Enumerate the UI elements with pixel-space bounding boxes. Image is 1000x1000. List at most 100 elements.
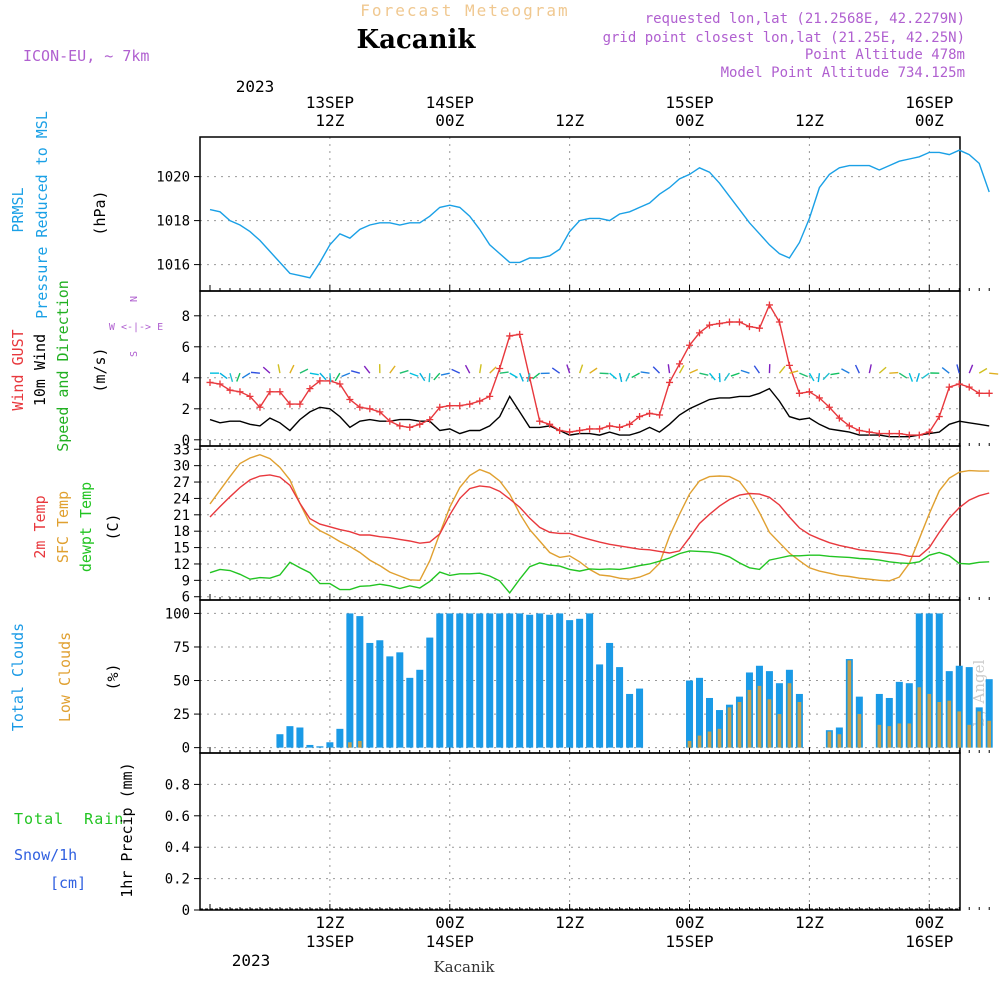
wind-gust-label: Wind GUST [9,329,27,410]
gust-marker [446,402,454,410]
compass-n: N [129,296,140,302]
dewpt-line [209,550,990,595]
gust-marker [226,386,234,394]
low-cloud-bar [358,740,362,748]
gust-marker [965,383,973,391]
gust-marker [516,330,524,338]
precip-axis-label: 1hr Precip (mm) [118,762,136,897]
panel-frame [199,136,961,292]
gust-marker [376,408,384,416]
gust-marker [955,380,963,388]
time-axis-labels: 12Z12Z13SEP13SEP00Z00Z14SEP14SEP12Z12Z00… [306,93,954,951]
low-cloud-bar [877,724,882,748]
wind-direction-arrow [309,372,319,376]
low-cloud-bar [767,699,772,748]
y-tick-label: 0.4 [165,840,190,856]
bottom-location-label: Kacanik [433,958,495,976]
gust-marker [656,411,664,419]
gust-marker [246,392,254,400]
total-cloud-bar [436,613,444,748]
wind-direction-arrow [618,372,623,383]
low-cloud-bar [947,700,952,748]
bottom-time-label: 12Z [555,913,584,932]
wind-unit: (m/s) [91,347,109,392]
total-cloud-bar [316,746,324,748]
bottom-time-label: 12Z [795,913,824,932]
gust-marker [845,422,853,430]
low-cloud-bar [837,734,842,748]
total-cloud-bar [356,616,364,748]
wind-direction-arrow [730,372,740,377]
point-altitude: Point Altitude 478m [805,47,965,63]
wind-direction-arrow [419,372,426,382]
bottom-time-label: 00Z [915,913,944,932]
total-cloud-bar [965,667,973,748]
wind-direction-arrow [956,364,960,374]
gust-marker [735,318,743,326]
gust-marker [636,413,644,421]
gust-marker [885,430,893,438]
gust-marker [436,403,444,411]
y-tick-label: 27 [173,475,190,491]
bottom-time-label: 00Z [675,913,704,932]
sfc-temp-line [209,453,990,582]
wind-direction-arrow [678,364,685,374]
y-tick-label: 18 [173,524,190,540]
wind-direction-arrow [551,367,561,374]
y-tick-label: 100 [165,606,190,622]
wind-direction-arrow [334,372,341,382]
low-cloud-bar [927,693,932,748]
gust-marker [426,416,434,424]
gust-marker [506,332,514,340]
total-cloud-bar [576,618,584,748]
total-cloud-bar [636,688,644,748]
low-cloud-bar [917,687,922,748]
total-cloud-bar [955,665,963,748]
total-cloud-bar [326,742,334,748]
y-tick-label: 9 [182,573,190,589]
gust-marker [586,425,594,433]
wind-direction-arrow [889,371,899,374]
total-cloud-bar [446,613,454,748]
gust-marker [566,428,574,436]
grid-point-coords: grid point closest lon,lat (21.25E, 42.2… [603,30,965,46]
y-tick-label: 4 [182,371,190,387]
total-cloud-bar [366,642,374,748]
wind-direction-arrow [778,365,786,374]
total-cloud-bar [456,613,464,748]
gust-marker [825,403,833,411]
wind-direction-arrow [250,371,261,374]
low-cloud-bar [977,711,982,748]
wind-direction-arrow [740,369,750,374]
bottom-date-label: 13SEP [306,932,354,951]
y-tick-label: 0 [182,903,190,919]
total-cloud-bar [546,614,554,748]
y-tick-label: 6 [182,590,190,606]
wind-direction-arrow [409,372,419,377]
wind-direction-arrow [708,372,716,381]
gust-marker [406,423,414,431]
clouds-low-label: Low Clouds [56,632,74,722]
gust-marker [706,321,713,329]
wind-direction-arrow [841,368,850,374]
gust-marker [865,428,873,436]
y-tick-label: 6 [182,340,190,356]
wind-direction-arrow [878,366,887,374]
wind-direction-arrow [428,373,431,383]
total-cloud-bar [396,652,404,748]
low-cloud-bar [887,726,892,748]
wind-direction-arrow [399,369,409,374]
y-tick-label: 30 [173,459,190,475]
y-tick-label: 0.8 [165,777,190,793]
gust-marker [266,388,274,396]
pressure-label-prmsl: PRMSL [9,187,27,232]
gust-marker [576,427,584,434]
total-cloud-bar [696,677,704,748]
wind-direction-arrow [219,372,228,380]
gust-line [209,303,990,436]
gust-marker [785,361,793,369]
wind-direction-arrow [451,368,461,374]
total-cloud-bar [506,613,514,748]
wind-direction-arrow [941,367,950,374]
wind-direction-arrow [921,372,930,380]
